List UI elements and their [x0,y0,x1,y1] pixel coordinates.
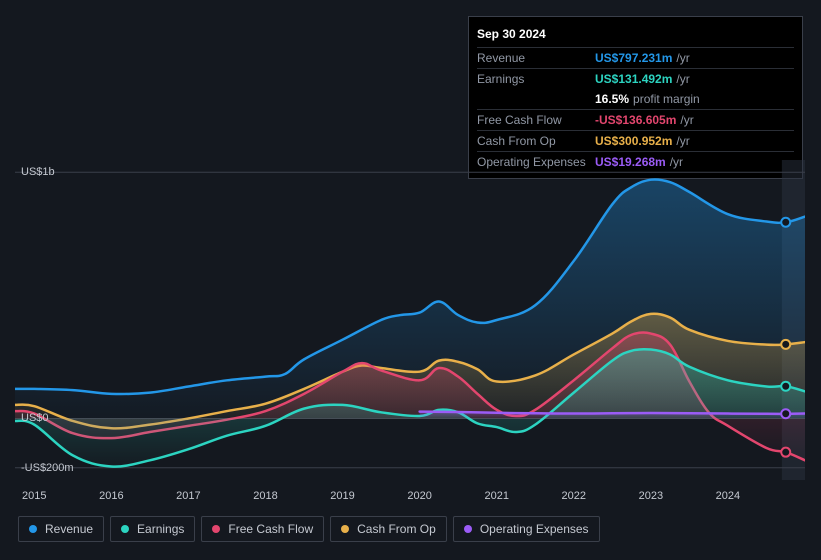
chart-tooltip: Sep 30 2024 RevenueUS$797.231m/yrEarning… [468,16,803,179]
legend-item-operating-expenses[interactable]: Operating Expenses [453,516,600,542]
tooltip-row-label: Revenue [477,51,595,65]
tooltip-row-suffix: /yr [676,134,689,148]
tooltip-row-value: US$131.492m [595,72,672,86]
x-axis-labels: 2015 2016 2017 2018 2019 2020 2021 2022 2023 2024 [15,490,805,506]
chart-legend: Revenue Earnings Free Cash Flow Cash From O… [18,516,600,542]
tooltip-row-label [477,92,595,106]
legend-item-revenue[interactable]: Revenue [18,516,104,542]
tooltip-row-label: Cash From Op [477,134,595,148]
financials-chart[interactable]: US$1b US$0 -US$200m [15,160,805,480]
x-axis-label: 2018 [253,490,277,502]
tooltip-row: Free Cash Flow-US$136.605m/yr [477,109,794,130]
legend-dot-icon [212,525,220,533]
x-axis-label: 2024 [716,490,740,502]
tooltip-date: Sep 30 2024 [477,23,794,47]
chart-canvas [15,160,805,480]
legend-label: Revenue [45,522,93,536]
tooltip-row-suffix: profit margin [633,92,700,106]
tooltip-row: Cash From OpUS$300.952m/yr [477,130,794,151]
x-axis-label: 2015 [22,490,46,502]
tooltip-row-value: -US$136.605m [595,113,676,127]
x-axis-label: 2016 [99,490,123,502]
tooltip-row: 16.5% profit margin [477,89,794,109]
legend-label: Free Cash Flow [228,522,313,536]
x-axis-label: 2019 [330,490,354,502]
legend-item-cash-from-op[interactable]: Cash From Op [330,516,447,542]
legend-dot-icon [121,525,129,533]
x-axis-label: 2020 [407,490,431,502]
x-axis-label: 2021 [484,490,508,502]
tooltip-row-value: 16.5% [595,92,629,106]
tooltip-row-label: Earnings [477,72,595,86]
tooltip-row-value: US$300.952m [595,134,672,148]
legend-label: Operating Expenses [480,522,589,536]
tooltip-row: RevenueUS$797.231m/yr [477,47,794,68]
y-axis-label: -US$200m [21,462,33,474]
legend-dot-icon [464,525,472,533]
x-axis-label: 2023 [639,490,663,502]
tooltip-row-suffix: /yr [676,72,689,86]
legend-dot-icon [29,525,37,533]
legend-item-free-cash-flow[interactable]: Free Cash Flow [201,516,324,542]
legend-item-earnings[interactable]: Earnings [110,516,195,542]
y-axis-label: US$1b [21,166,33,178]
x-axis-label: 2017 [176,490,200,502]
legend-label: Earnings [137,522,184,536]
tooltip-row-suffix: /yr [676,51,689,65]
legend-dot-icon [341,525,349,533]
legend-label: Cash From Op [357,522,436,536]
tooltip-row-label: Free Cash Flow [477,113,595,127]
x-axis-label: 2022 [562,490,586,502]
tooltip-row-value: US$797.231m [595,51,672,65]
y-axis-label: US$0 [21,412,33,424]
tooltip-row: EarningsUS$131.492m/yr [477,68,794,89]
tooltip-row-suffix: /yr [680,113,693,127]
